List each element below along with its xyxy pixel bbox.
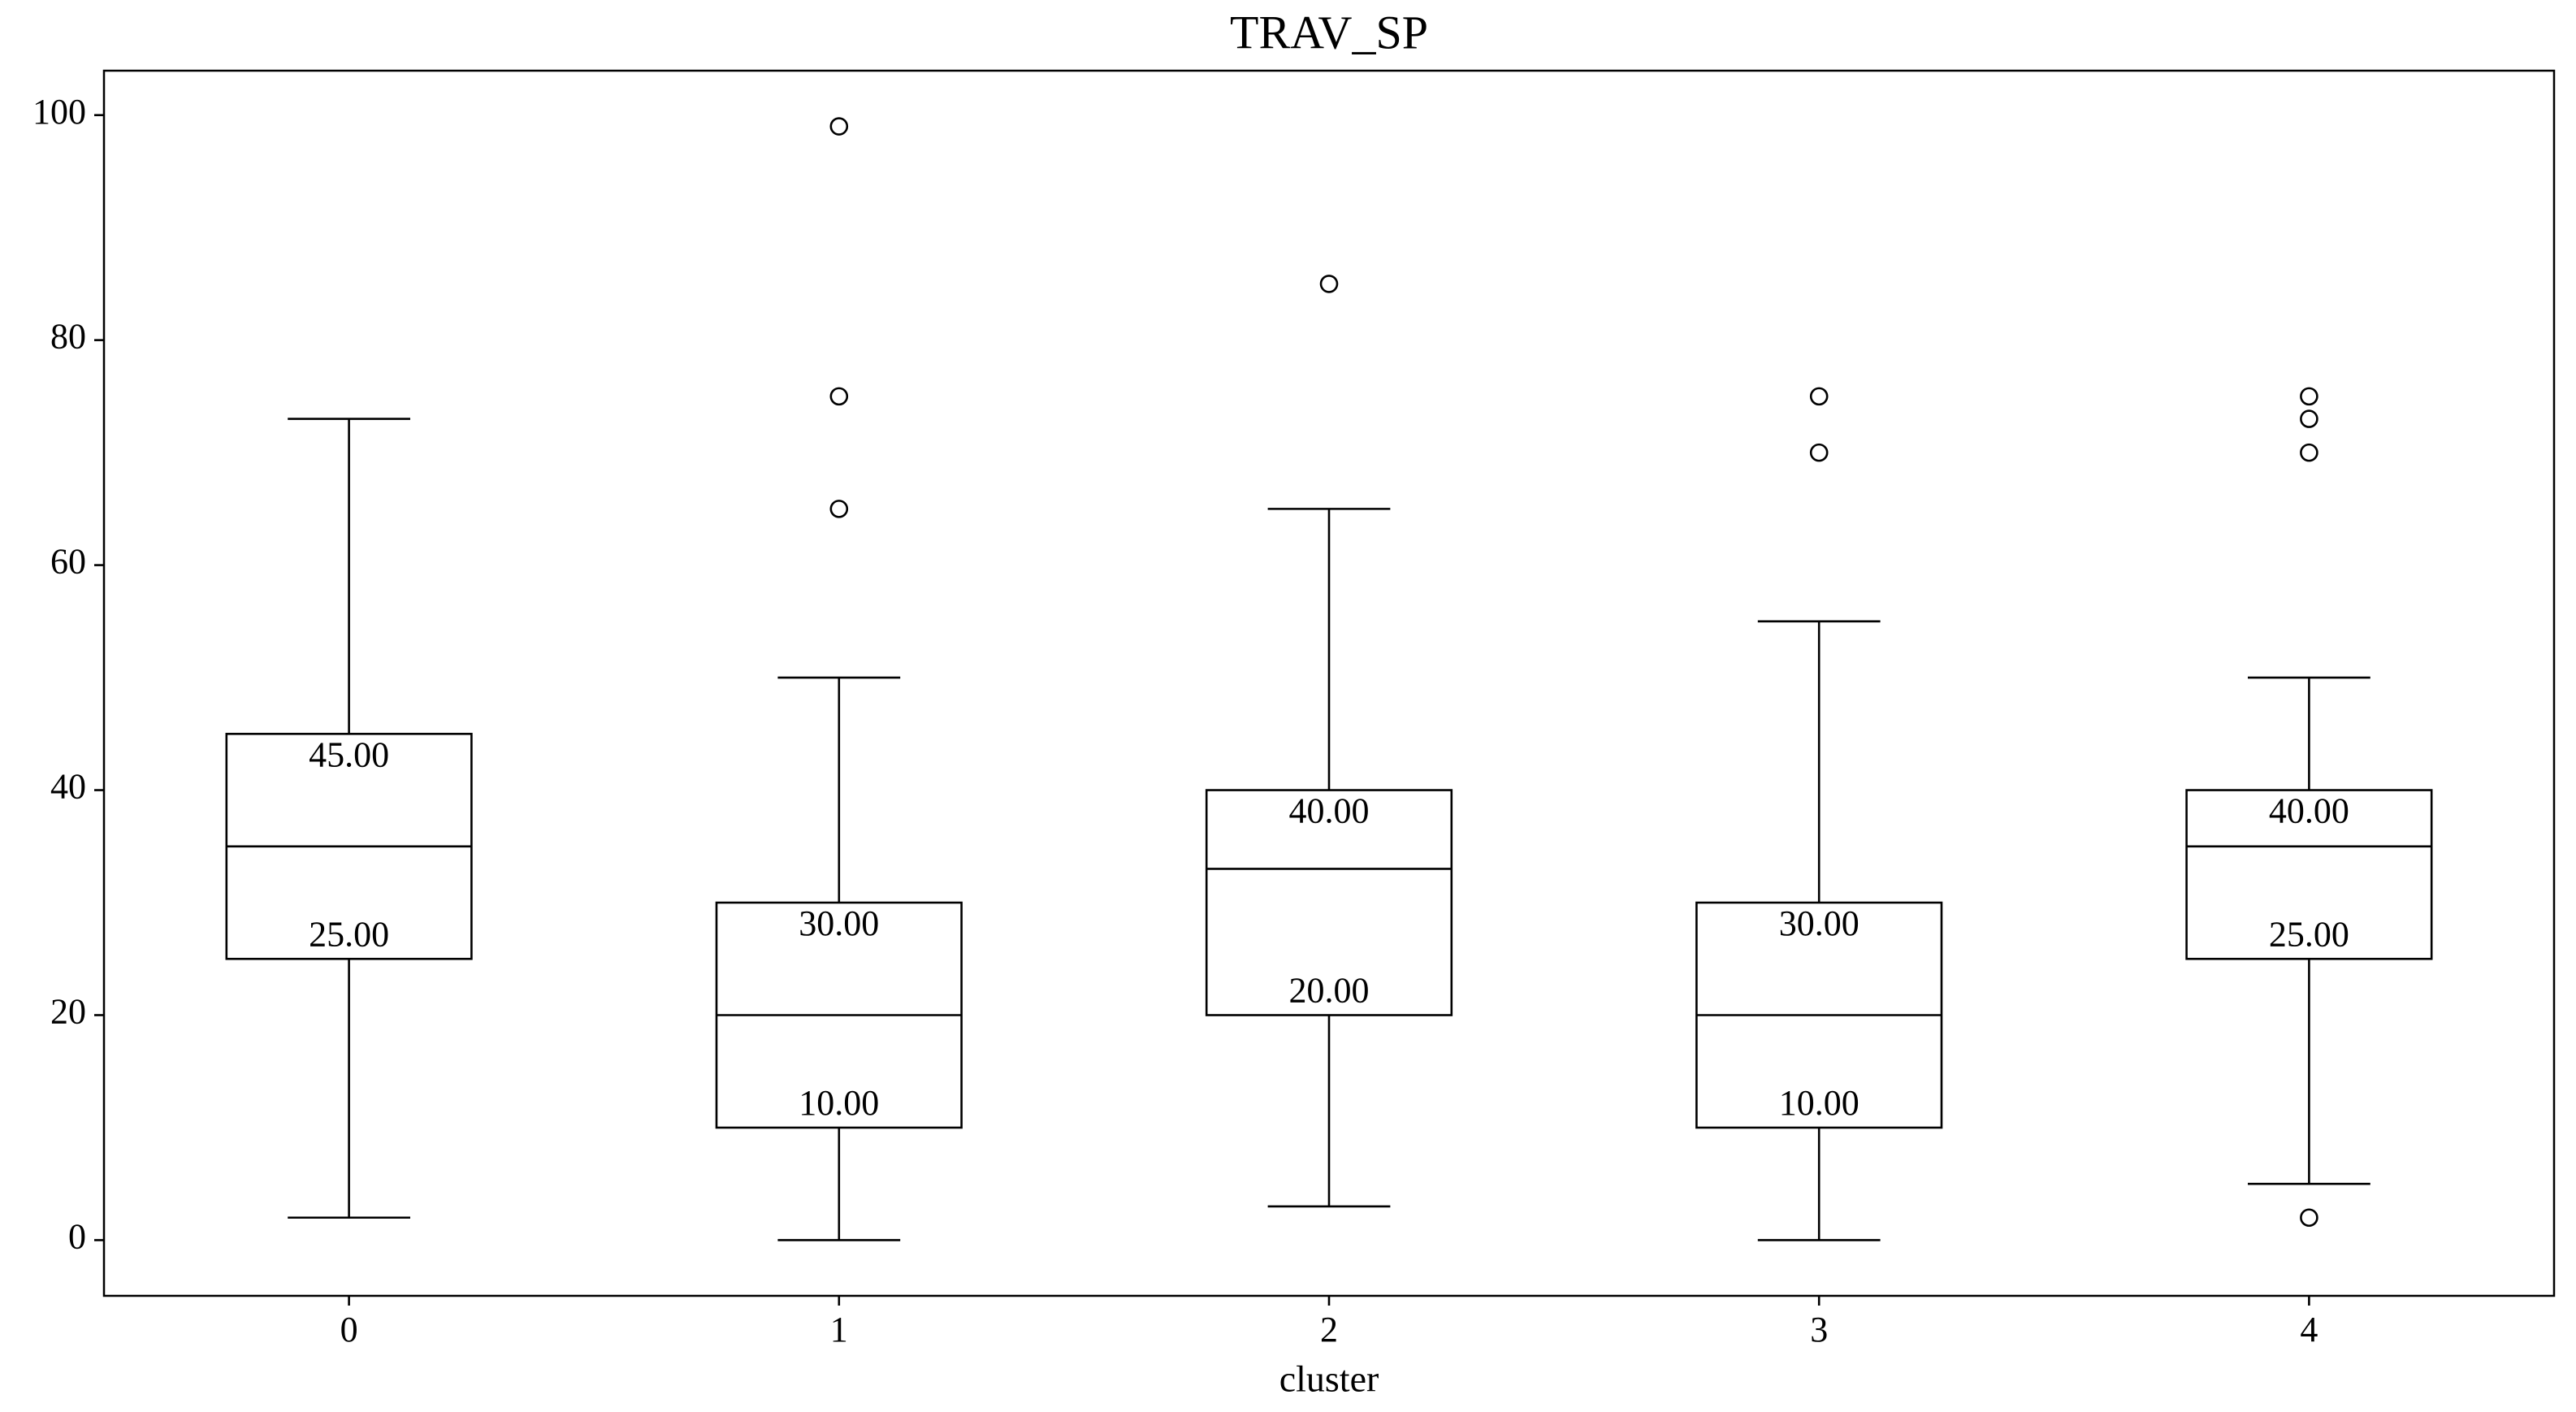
box	[1205, 789, 1453, 1016]
x-tick-label: 1	[830, 1310, 848, 1349]
q3-label: 30.00	[1779, 903, 1859, 943]
q3-label: 45.00	[309, 734, 389, 774]
q1-label: 10.00	[1779, 1083, 1859, 1123]
outlier	[1809, 387, 1829, 406]
q1-label: 25.00	[309, 914, 389, 954]
y-tick-label: 20	[50, 992, 86, 1032]
outlier	[2300, 443, 2318, 462]
y-tick-label: 100	[32, 92, 86, 132]
x-tick-label: 0	[340, 1310, 358, 1349]
q3-label: 30.00	[799, 903, 879, 943]
outlier	[829, 500, 849, 518]
y-tick-label: 60	[50, 542, 86, 582]
outlier	[2300, 387, 2318, 406]
outlier	[2300, 1208, 2318, 1228]
q1-label: 20.00	[1289, 971, 1370, 1011]
outlier	[1319, 275, 1339, 293]
box	[2185, 789, 2433, 960]
outlier	[2300, 409, 2318, 428]
x-tick-label: 4	[2300, 1310, 2318, 1349]
chart-title: TRAV_SP	[1230, 6, 1428, 58]
outlier	[1809, 443, 1829, 462]
outlier	[829, 387, 849, 406]
q1-label: 10.00	[799, 1083, 879, 1123]
x-tick-label: 3	[1810, 1310, 1828, 1349]
x-axis-label: cluster	[1279, 1358, 1379, 1400]
q3-label: 40.00	[2269, 791, 2349, 831]
y-tick-label: 80	[50, 317, 86, 357]
y-tick-label: 0	[68, 1217, 86, 1257]
q1-label: 25.00	[2269, 914, 2349, 954]
y-tick-label: 40	[50, 767, 86, 807]
outlier	[829, 117, 849, 136]
x-tick-label: 2	[1320, 1310, 1338, 1349]
q3-label: 40.00	[1289, 791, 1370, 831]
